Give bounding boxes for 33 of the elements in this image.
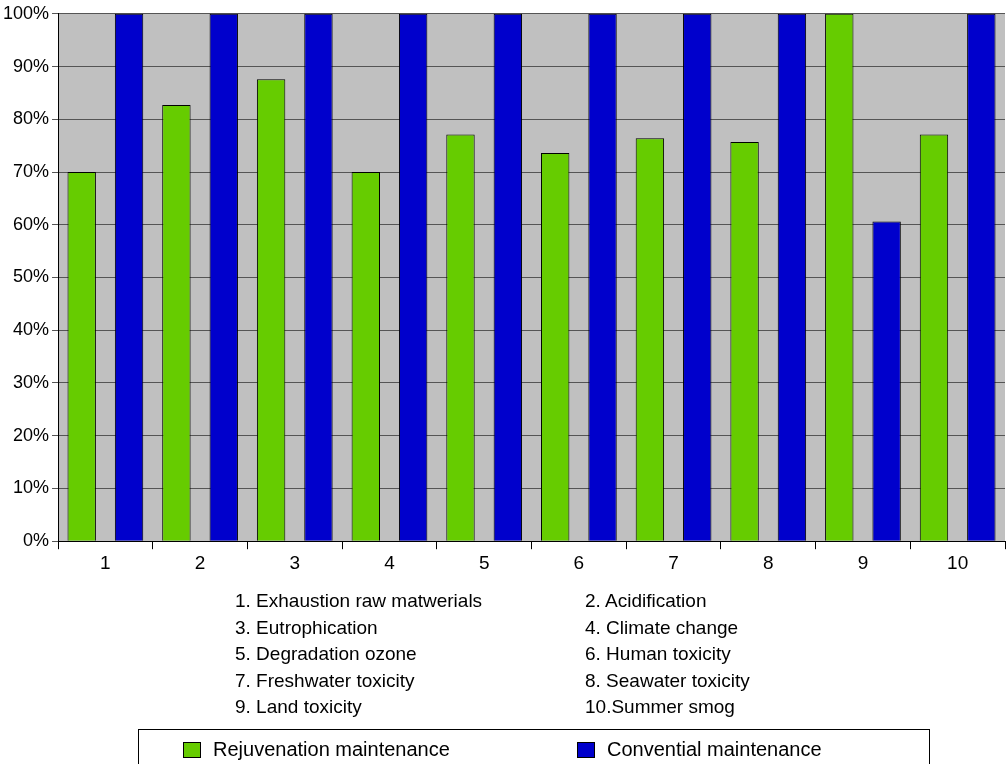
y-tick-label: 40% — [13, 319, 50, 340]
y-tick-label: 0% — [23, 530, 50, 551]
x-tick-label: 4 — [384, 551, 396, 573]
text: 8. Seawater toxicity — [585, 668, 751, 693]
text: 3. Eutrophication — [235, 615, 379, 640]
y-tick-label: 70% — [13, 160, 50, 181]
text: 2. Acidification — [585, 589, 708, 613]
x-tick-label: 3 — [289, 551, 301, 573]
text: 9. Land toxicity — [235, 695, 363, 719]
x-tick-label: 6 — [573, 551, 585, 573]
text: 7. Freshwater toxicity — [235, 668, 416, 693]
x-tick-label: 9 — [857, 551, 869, 573]
y-tick-label: 30% — [13, 371, 50, 392]
y-tick-label: 50% — [13, 266, 50, 287]
x-tick-label: 10 — [947, 551, 969, 573]
text: 4. Climate change — [585, 615, 740, 640]
text: 10.Summer smog — [585, 695, 736, 719]
text: 5. Degradation ozone — [235, 642, 418, 666]
y-tick-label: 60% — [13, 213, 50, 234]
x-tick-label: 8 — [762, 551, 774, 573]
x-tick-label: 5 — [478, 551, 490, 573]
y-tick-label: 90% — [13, 55, 50, 76]
y-tick-label: 10% — [13, 477, 50, 498]
x-tick-label: 1 — [100, 551, 111, 573]
legend-label: Rejuvenation maintenance — [213, 738, 450, 761]
x-tick-label: 7 — [668, 551, 679, 573]
y-tick-label: 20% — [13, 424, 50, 445]
y-tick-label: 80% — [13, 108, 50, 129]
x-tick-label: 2 — [194, 551, 206, 573]
text: 6. Human toxicity — [585, 642, 732, 666]
legend-label: Convential maintenance — [607, 738, 822, 761]
text: 1. Exhaustion raw matwerials — [235, 589, 484, 613]
y-tick-label: 100% — [2, 2, 50, 23]
